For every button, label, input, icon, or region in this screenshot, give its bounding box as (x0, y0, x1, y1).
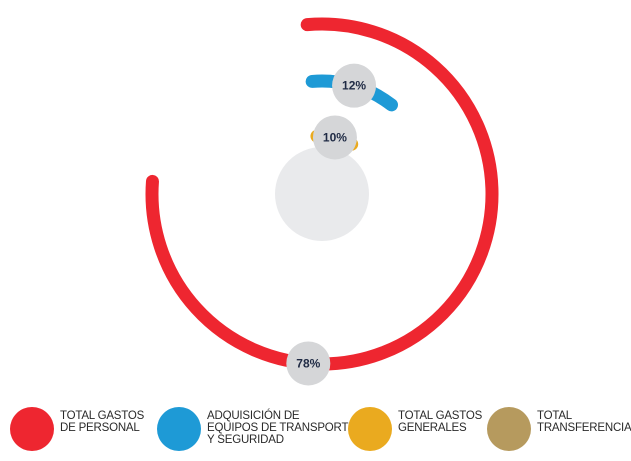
value-label-equipos-transporte: 12% (342, 79, 366, 93)
legend-label-gastos-generales: TOTAL GASTOS GENERALES (398, 410, 483, 434)
legend-item-gastos-personal: TOTAL GASTOS DE PERSONAL (10, 404, 144, 451)
legend-swatch-gastos-personal (10, 407, 54, 451)
legend-swatch-gastos-generales (348, 407, 392, 451)
legend-label-equipos-transporte: ADQUISICIÓN DE EQUIPOS DE TRANSPORTE Y S… (207, 410, 356, 446)
legend-item-gastos-generales: TOTAL GASTOS GENERALES (348, 404, 482, 451)
value-label-gastos-generales: 10% (323, 130, 347, 144)
value-label-gastos-personal: 78% (296, 356, 320, 370)
legend-label-gastos-personal: TOTAL GASTOS DE PERSONAL (60, 410, 145, 434)
legend-swatch-transferencias (487, 407, 531, 451)
legend-label-transferencias: TOTAL TRANSFERENCIAS (537, 410, 631, 434)
value-badge-gastos-personal (286, 341, 331, 386)
radial-bar-gastos-personal (145, 17, 499, 371)
legend: TOTAL GASTOS DE PERSONAL ADQUISICIÓN DE … (0, 404, 631, 460)
value-badge-equipos-transporte (332, 63, 377, 108)
value-badge-gastos-generales (312, 115, 357, 160)
legend-swatch-equipos-transporte (157, 407, 201, 451)
legend-item-transferencias: TOTAL TRANSFERENCIAS (487, 404, 631, 451)
center-disc (275, 147, 369, 241)
legend-item-equipos-transporte: ADQUISICIÓN DE EQUIPOS DE TRANSPORTE Y S… (157, 404, 356, 451)
